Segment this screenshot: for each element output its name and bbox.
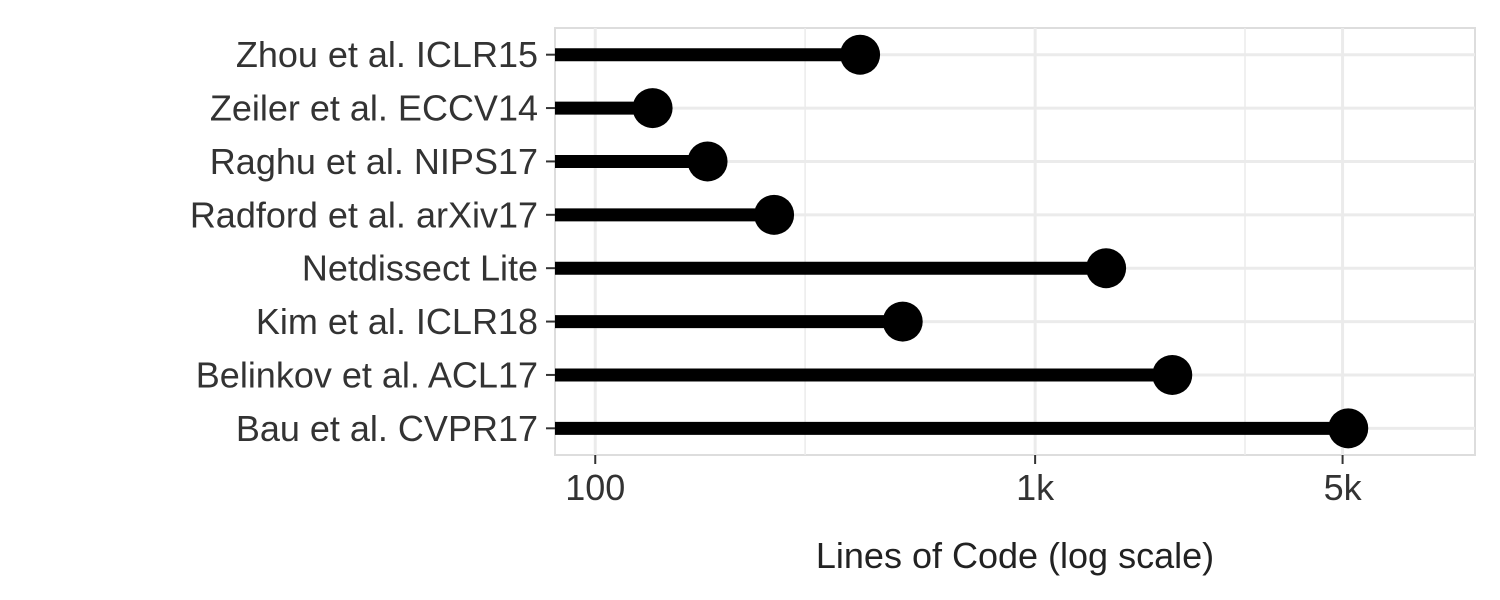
x-tick-label: 100: [565, 467, 625, 508]
data-marks: [555, 34, 1369, 449]
x-tick-label: 5k: [1324, 467, 1363, 508]
lollipop-point: [632, 88, 673, 129]
lollipop-point: [1086, 248, 1127, 289]
lollipop-point: [882, 301, 923, 342]
category-label: Belinkov et al. ACL17: [196, 354, 538, 395]
category-label: Zhou et al. ICLR15: [236, 34, 538, 75]
category-label: Zeiler et al. ECCV14: [210, 88, 538, 129]
lollipop-point: [1328, 408, 1369, 449]
value-axis: 100 1k 5k: [565, 455, 1363, 508]
category-label: Netdissect Lite: [302, 248, 538, 289]
category-axis: Zhou et al. ICLR15 Zeiler et al. ECCV14 Ra…: [190, 34, 555, 449]
lollipop-point: [687, 141, 728, 182]
lollipop-point: [754, 194, 795, 235]
lollipop-point: [840, 34, 881, 75]
lollipop-point: [1152, 354, 1193, 395]
category-label: Raghu et al. NIPS17: [210, 141, 538, 182]
category-label: Radford et al. arXiv17: [190, 194, 538, 235]
x-tick-label: 1k: [1016, 467, 1055, 508]
category-label: Kim et al. ICLR18: [256, 301, 538, 342]
plot-panel: [554, 27, 1476, 456]
category-label: Bau et al. CVPR17: [236, 408, 538, 449]
x-axis-title: Lines of Code (log scale): [816, 535, 1214, 576]
